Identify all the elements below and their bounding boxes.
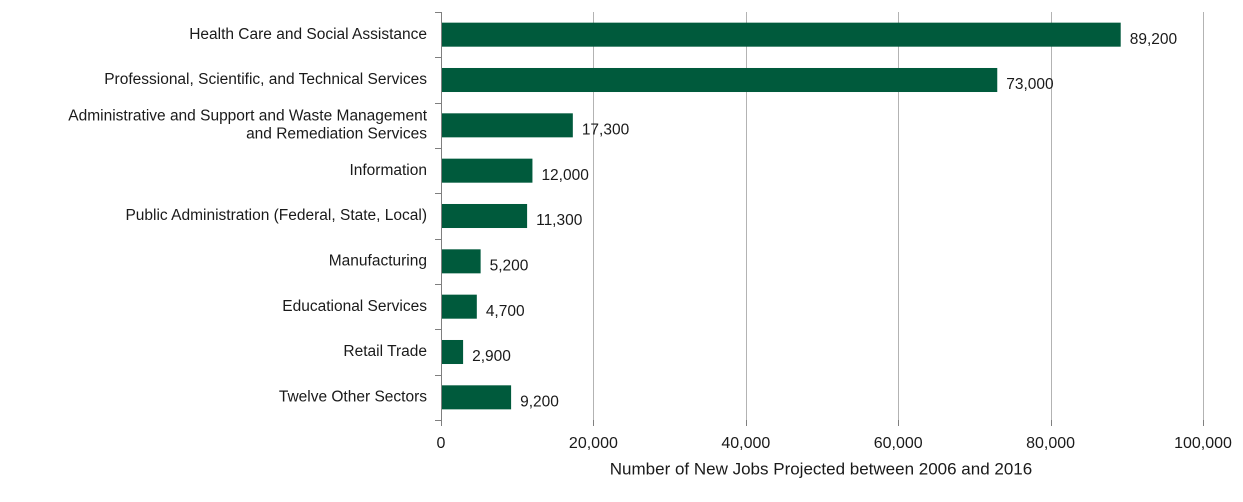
- category-label: Retail Trade: [343, 343, 427, 360]
- bar-value-label: 9,200: [520, 393, 559, 410]
- bar-value-label: 73,000: [1006, 76, 1054, 93]
- bar: [442, 22, 1121, 47]
- bar-value-label: 5,200: [490, 257, 529, 274]
- bar-value-label: 2,900: [472, 348, 511, 365]
- x-tick-label: 60,000: [874, 435, 923, 452]
- category-label: Manufacturing: [329, 252, 427, 269]
- category-label: Public Administration (Federal, State, L…: [125, 207, 427, 224]
- x-tick-label: 0: [437, 435, 446, 452]
- category-label: Information: [349, 162, 427, 179]
- bar: [442, 203, 528, 229]
- bar: [442, 339, 464, 365]
- bar: [442, 113, 573, 138]
- bar: [442, 158, 533, 183]
- x-tick-label: 100,000: [1174, 435, 1232, 452]
- category-label: Educational Services: [282, 298, 427, 315]
- category-label: Administrative and Support and Waste Man…: [68, 107, 427, 124]
- axes: [435, 12, 1204, 426]
- bar-value-label: 11,300: [536, 212, 583, 229]
- x-tick-label: 20,000: [569, 435, 618, 452]
- x-tick-label: 40,000: [721, 435, 770, 452]
- category-label: Professional, Scientific, and Technical …: [104, 71, 427, 88]
- bar-value-label: 4,700: [486, 303, 525, 320]
- category-label: and Remediation Services: [246, 125, 427, 142]
- bar-value-label: 17,300: [582, 121, 630, 138]
- x-tick-label: 80,000: [1026, 435, 1075, 452]
- bar-value-label: 12,000: [541, 167, 589, 184]
- bar: [442, 294, 477, 319]
- bar: [442, 385, 512, 410]
- bar: [442, 67, 998, 93]
- bars: [442, 22, 1121, 410]
- bar: [442, 249, 481, 274]
- x-axis-title: Number of New Jobs Projected between 200…: [610, 459, 1032, 478]
- category-label: Twelve Other Sectors: [279, 388, 427, 405]
- labels: 0 20,000 40,000 60,000 80,000 100,000 89,200 He…: [68, 26, 1232, 452]
- bar-value-label: 89,200: [1130, 31, 1178, 48]
- category-label: Health Care and Social Assistance: [189, 26, 427, 43]
